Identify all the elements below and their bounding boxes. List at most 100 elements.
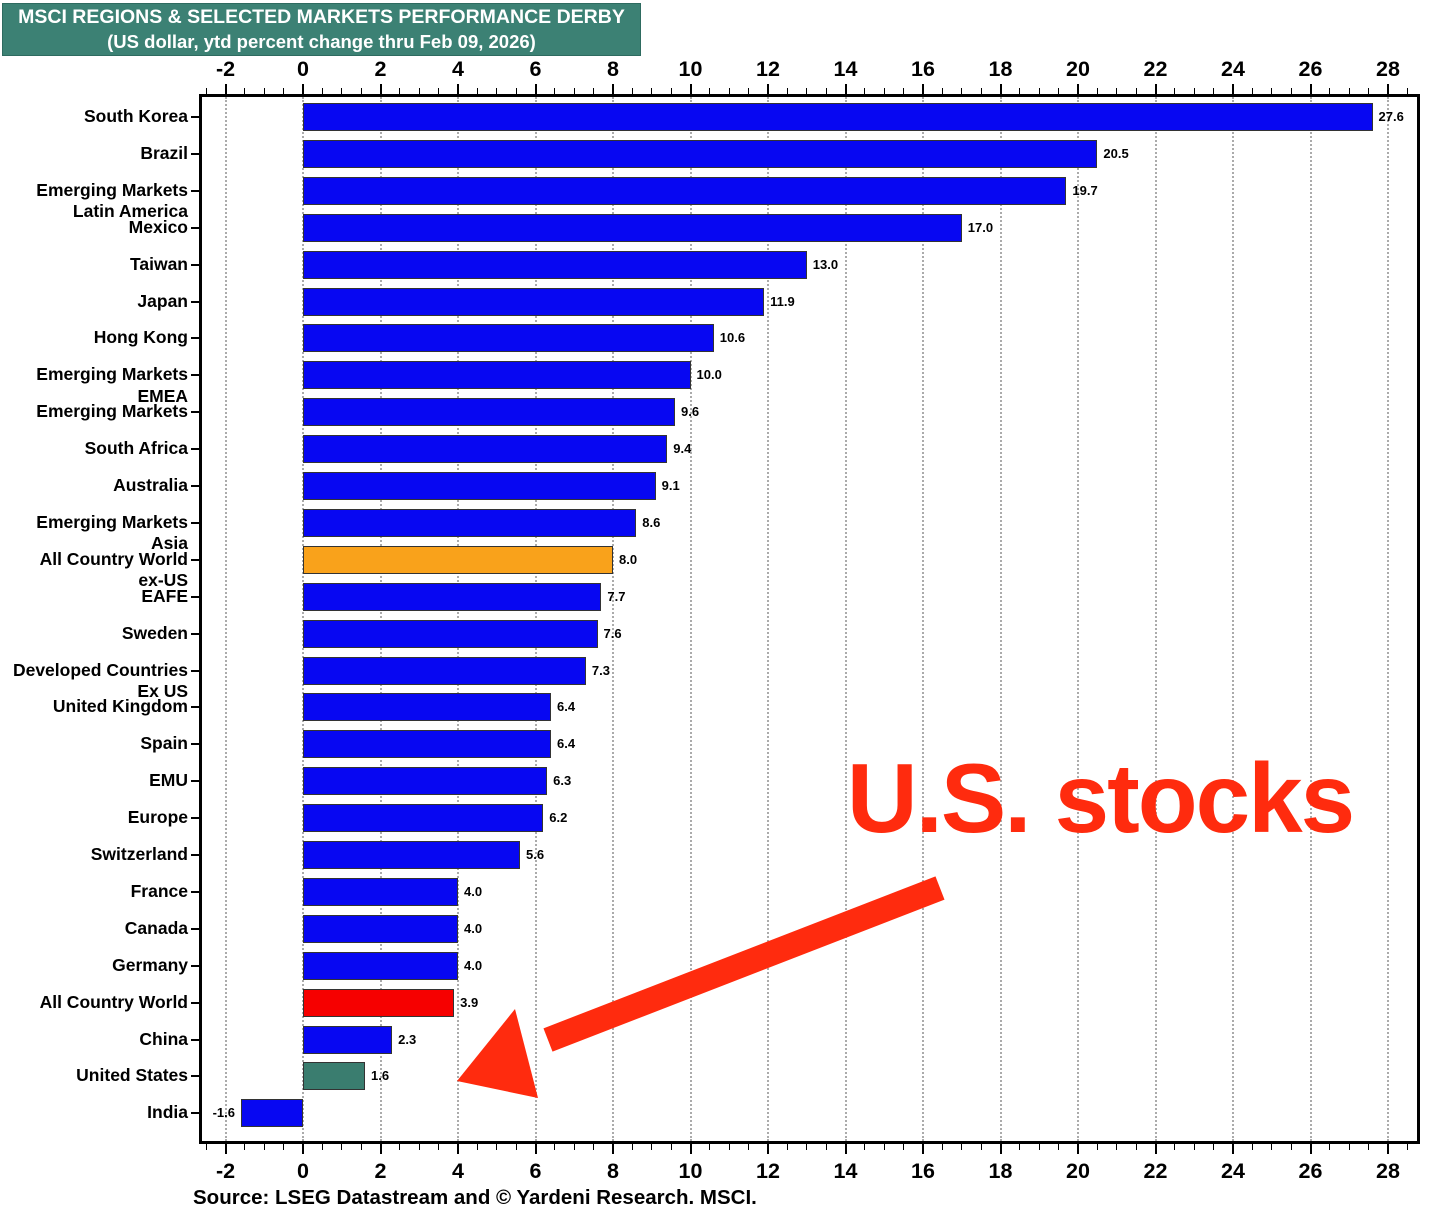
y-axis-tick [191, 780, 199, 783]
category-label-line: All Country World [39, 548, 188, 569]
bar-emergingmarkets-emea [303, 361, 691, 390]
category-label-line: Hong Kong [93, 327, 188, 348]
category-label-line: China [139, 1028, 188, 1049]
bar-value-label: 9.6 [681, 404, 700, 420]
x-axis-minor-tick-top [728, 88, 730, 94]
gridline [999, 97, 1002, 1141]
x-axis-minor-tick-bottom [631, 1144, 633, 1150]
x-axis-label-top: 8 [607, 57, 619, 81]
category-label-line: Spain [140, 733, 188, 754]
category-label-line: Australia [113, 475, 188, 495]
bar-value-label: 6.4 [557, 699, 576, 715]
x-axis-minor-tick-top [651, 88, 653, 94]
x-axis-minor-tick-top [1213, 88, 1215, 94]
bar-value-label: 10.6 [719, 330, 746, 346]
gridline [1387, 97, 1389, 1141]
x-axis-major-tick-bottom [612, 1144, 614, 1154]
bar-emergingmarkets-asia [303, 508, 637, 537]
category-label-line: Developed Countries [12, 659, 188, 680]
y-axis-tick [191, 1038, 199, 1041]
x-axis-minor-tick-bottom [806, 1144, 808, 1150]
x-axis-label-bottom: 18 [988, 1159, 1013, 1183]
x-axis-label-top: 4 [452, 57, 464, 81]
x-axis-minor-tick-bottom [961, 1144, 963, 1150]
plot-area: -2 -2 0 0 2 2 4 4 6 6 8 8 10 10 12 12 14 14 16 16 18 18 20 20 22… [13, 57, 1420, 1183]
x-axis-minor-tick-top [961, 88, 963, 94]
category-label: Taiwan [0, 254, 188, 276]
x-axis-major-tick-bottom [922, 1144, 924, 1154]
x-axis-label-top: 12 [756, 57, 780, 81]
category-label-line: Germany [112, 954, 188, 975]
x-axis-minor-tick-bottom [1135, 1144, 1137, 1150]
category-label: Europe [0, 807, 188, 829]
bar-southkorea [303, 103, 1373, 131]
category-label: All Country World [0, 992, 188, 1014]
x-axis-minor-tick-top [321, 88, 323, 94]
y-axis-tick [191, 964, 199, 967]
category-label: Australia [0, 475, 188, 497]
x-axis-major-tick-top [1387, 84, 1389, 94]
x-axis-minor-tick-top [1193, 88, 1195, 94]
x-axis-major-tick-bottom [534, 1144, 537, 1154]
x-axis-minor-tick-top [1058, 88, 1060, 94]
category-label-line: Ex US [137, 681, 188, 701]
bar-india [241, 1099, 303, 1128]
category-label-line: Emerging Markets [36, 179, 188, 200]
x-axis-major-tick-top [612, 84, 614, 94]
category-label: France [0, 881, 188, 903]
x-axis-major-tick-top [457, 84, 459, 94]
x-axis-minor-tick-bottom [1038, 1144, 1040, 1150]
x-axis-major-tick-top [922, 84, 924, 94]
y-axis-tick [191, 521, 199, 524]
x-axis-major-tick-top [224, 84, 227, 94]
gridline [767, 97, 769, 1141]
bar-sweden [303, 619, 598, 648]
category-label-line: Emerging Markets [36, 364, 188, 385]
bar-china [303, 1025, 393, 1054]
category-label-line: All Country World [39, 991, 188, 1012]
bar-value-label: 7.7 [607, 588, 626, 604]
bar-hongkong [303, 324, 714, 353]
x-axis-minor-tick-top [1368, 88, 1370, 94]
x-axis-label-top: 16 [911, 57, 935, 81]
x-axis-label-top: 18 [988, 57, 1013, 81]
bar-value-label: 8.6 [642, 514, 661, 530]
category-label: United Kingdom [0, 696, 188, 718]
bar-emergingmarkets-latinamerica [303, 176, 1067, 205]
bar-value-label: 1.6 [371, 1068, 390, 1084]
x-axis-label-top: 2 [374, 57, 387, 81]
x-axis-label-bottom: -2 [215, 1159, 236, 1183]
bar-unitedkingdom [303, 693, 551, 722]
x-axis-minor-tick-bottom [670, 1144, 672, 1150]
x-axis-label-bottom: 2 [374, 1159, 387, 1183]
x-axis-minor-tick-top [1096, 88, 1098, 94]
bar-value-label: 6.2 [549, 810, 568, 826]
y-axis-tick [191, 854, 199, 856]
x-axis-minor-tick-bottom [1290, 1144, 1292, 1150]
category-label: Switzerland [0, 844, 188, 866]
x-axis-major-tick-top [689, 84, 692, 94]
x-axis-minor-tick-top [670, 88, 672, 94]
x-axis-major-tick-bottom [1232, 1144, 1234, 1154]
y-axis-tick [191, 485, 199, 487]
category-label-line: South Africa [84, 438, 188, 459]
x-axis-minor-tick-top [438, 88, 440, 94]
x-axis-minor-tick-bottom [283, 1144, 285, 1150]
y-axis-tick [191, 411, 199, 414]
category-label: Spain [0, 733, 188, 755]
x-axis-minor-tick-top [341, 88, 343, 94]
gridline [457, 97, 459, 1141]
x-axis-major-tick-bottom [302, 1144, 304, 1154]
gridline [844, 97, 847, 1141]
x-axis-label-bottom: 10 [678, 1159, 703, 1183]
bar-value-label: 7.3 [591, 662, 610, 678]
x-axis-minor-tick-bottom [399, 1144, 401, 1150]
y-axis-tick [191, 927, 199, 930]
x-axis-major-tick-top [1309, 84, 1312, 94]
gridline [689, 97, 692, 1141]
x-axis-minor-tick-bottom [1368, 1144, 1370, 1150]
x-axis-label-bottom: 4 [452, 1159, 464, 1183]
x-axis-minor-tick-top [418, 88, 420, 94]
x-axis-minor-tick-top [883, 88, 885, 94]
bar-value-label: 2.3 [398, 1031, 417, 1047]
